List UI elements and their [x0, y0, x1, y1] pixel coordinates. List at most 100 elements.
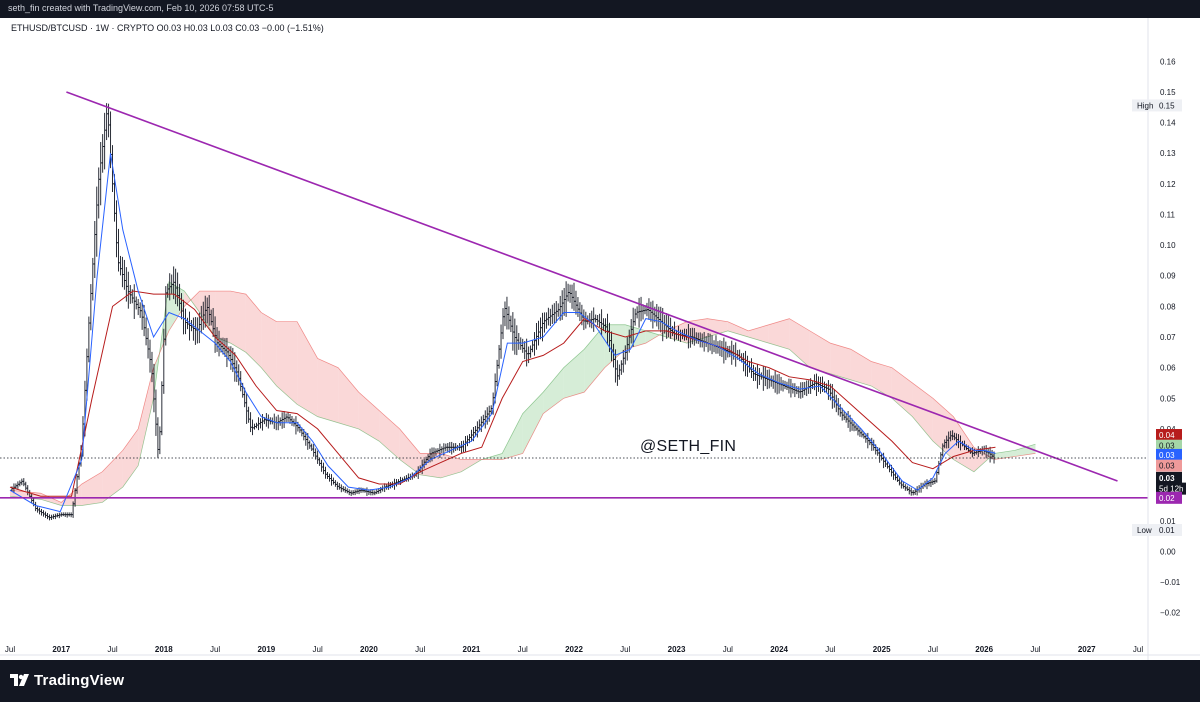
- top-credit-bar: seth_fin created with TradingView.com, F…: [0, 0, 1200, 18]
- price-tick-label: 0.08: [1160, 302, 1176, 311]
- time-tick-label: Jul: [723, 645, 733, 654]
- cloud-segment: [168, 281, 185, 331]
- cloud-segment: [912, 382, 933, 442]
- axis-label-tag-bg: [1132, 99, 1157, 112]
- axis-label-bg: [1156, 459, 1182, 472]
- time-tick-label: Jul: [5, 645, 15, 654]
- cloud-segment: [645, 330, 667, 344]
- footer-bar: [0, 660, 1200, 702]
- price-tick-label: 0.05: [1160, 394, 1176, 403]
- axis-label-value: 0.03: [1159, 451, 1175, 460]
- tradingview-logo-icon: [10, 674, 29, 686]
- drawings: [0, 91, 1148, 499]
- axis-label-value: 0.02: [1159, 494, 1175, 503]
- price-axis: 0.16 0.15 0.14 0.13 0.12 0.11 0.10 0.09 0.08 0.07…: [1132, 18, 1186, 660]
- price-tick-label: 0.15: [1160, 88, 1176, 97]
- axis-label-value: 0.04: [1159, 431, 1175, 440]
- cloud-segment: [261, 312, 277, 387]
- watermark-text: @SETH_FIN: [640, 438, 737, 455]
- time-tick-label: Jul: [620, 645, 630, 654]
- cloud-segment: [625, 324, 646, 350]
- axis-label-bg: [1156, 491, 1182, 504]
- cloud-segment: [230, 291, 246, 353]
- time-tick-label: Jul: [1030, 645, 1040, 654]
- kijun-sen-line: [9, 290, 996, 497]
- time-tick-label: 2024: [770, 645, 788, 654]
- price-tick-label: 0.10: [1160, 241, 1176, 250]
- cloud-segment: [768, 318, 790, 350]
- cloud-segment: [399, 428, 421, 475]
- axis-label-tag-bg: [1132, 523, 1157, 536]
- axis-label-bg: [1156, 439, 1182, 452]
- time-tick-label: Jul: [107, 645, 117, 654]
- price-tick-label: 0.16: [1160, 57, 1176, 66]
- cloud-segment: [727, 321, 749, 337]
- axis-label-tag: Low: [1137, 526, 1152, 535]
- cloud-segment: [81, 471, 103, 506]
- cloud-segment: [245, 294, 262, 368]
- cloud-segment: [379, 410, 400, 460]
- time-tick-label: 2017: [52, 645, 70, 654]
- ichimoku-lines: [9, 153, 996, 513]
- cloud-segment: [789, 318, 810, 368]
- cloud-segment: [809, 330, 831, 374]
- tradingview-brand-text: TradingView: [34, 672, 125, 689]
- cloud-segment: [317, 358, 339, 423]
- cloud-segment: [358, 392, 380, 442]
- price-tick-label: 0.00: [1160, 547, 1176, 556]
- time-tick-label: 2023: [668, 645, 686, 654]
- time-tick-label: Jul: [415, 645, 425, 654]
- cloud-segment: [584, 324, 605, 393]
- time-tick-label: Jul: [210, 645, 220, 654]
- cloud-segment: [707, 318, 728, 337]
- price-tick-label: 0.01: [1160, 517, 1176, 526]
- cloud-segment: [502, 413, 523, 460]
- time-tick-label: 2026: [975, 645, 993, 654]
- axis-label-value: 0.03: [1159, 442, 1175, 451]
- price-tick-label: 0.14: [1160, 119, 1176, 128]
- cloud-segment: [102, 450, 123, 503]
- axis-label-bg: [1156, 482, 1186, 495]
- time-tick-label: 2025: [873, 645, 891, 654]
- symbol-legend[interactable]: ETHUSD/BTCUSD · 1W · CRYPTO O0.03 H0.03 …: [11, 23, 324, 33]
- axis-label-value: 5d 12h: [1159, 485, 1183, 494]
- cloud-segment: [215, 291, 231, 344]
- axis-label-value: 0.03: [1159, 474, 1175, 483]
- axis-label-tag: High: [1137, 101, 1153, 110]
- axis-label-bg: [1156, 448, 1182, 461]
- senkou-span-b-line: [9, 290, 1036, 503]
- descending-trendline: [66, 91, 1118, 482]
- tenkan-sen-line: [9, 153, 996, 513]
- axis-label-bg: [1156, 99, 1182, 112]
- cloud-segment: [748, 324, 769, 344]
- cloud-segment: [543, 367, 564, 414]
- price-tick-label: −0.01: [1160, 578, 1181, 587]
- axis-label-value: 0.15: [1159, 101, 1175, 110]
- time-tick-label: 2022: [565, 645, 583, 654]
- time-tick-label: 2019: [257, 645, 275, 654]
- ichimoku-cloud: [10, 281, 1036, 506]
- price-chart[interactable]: 0.16 0.15 0.14 0.13 0.12 0.11 0.10 0.09 0.08 0.07…: [0, 18, 1200, 660]
- time-tick-label: Jul: [313, 645, 323, 654]
- axis-label-value: 0.01: [1159, 526, 1175, 535]
- price-tick-label: −0.02: [1160, 609, 1181, 618]
- axis-label-bg: [1156, 523, 1182, 536]
- cloud-segment: [522, 392, 544, 454]
- cloud-segment: [891, 367, 913, 417]
- time-tick-label: 2021: [463, 645, 481, 654]
- cloud-segment: [973, 447, 995, 472]
- axis-label-value: 0.03: [1159, 462, 1175, 471]
- time-tick-label: Jul: [928, 645, 938, 654]
- cloud-segment: [138, 367, 154, 466]
- cloud-segment: [338, 367, 359, 429]
- cloud-segment: [276, 321, 298, 405]
- time-tick-label: 2020: [360, 645, 378, 654]
- time-tick-label: Jul: [825, 645, 835, 654]
- cloud-segment: [830, 343, 851, 380]
- time-tick-label: 2027: [1078, 645, 1096, 654]
- cloud-segment: [1014, 444, 1036, 457]
- price-tick-label: 0.07: [1160, 333, 1176, 342]
- price-tick-label: 0.13: [1160, 149, 1176, 158]
- chart-panel[interactable]: 0.16 0.15 0.14 0.13 0.12 0.11 0.10 0.09 0.08 0.07…: [0, 18, 1200, 660]
- cloud-segment: [297, 321, 318, 417]
